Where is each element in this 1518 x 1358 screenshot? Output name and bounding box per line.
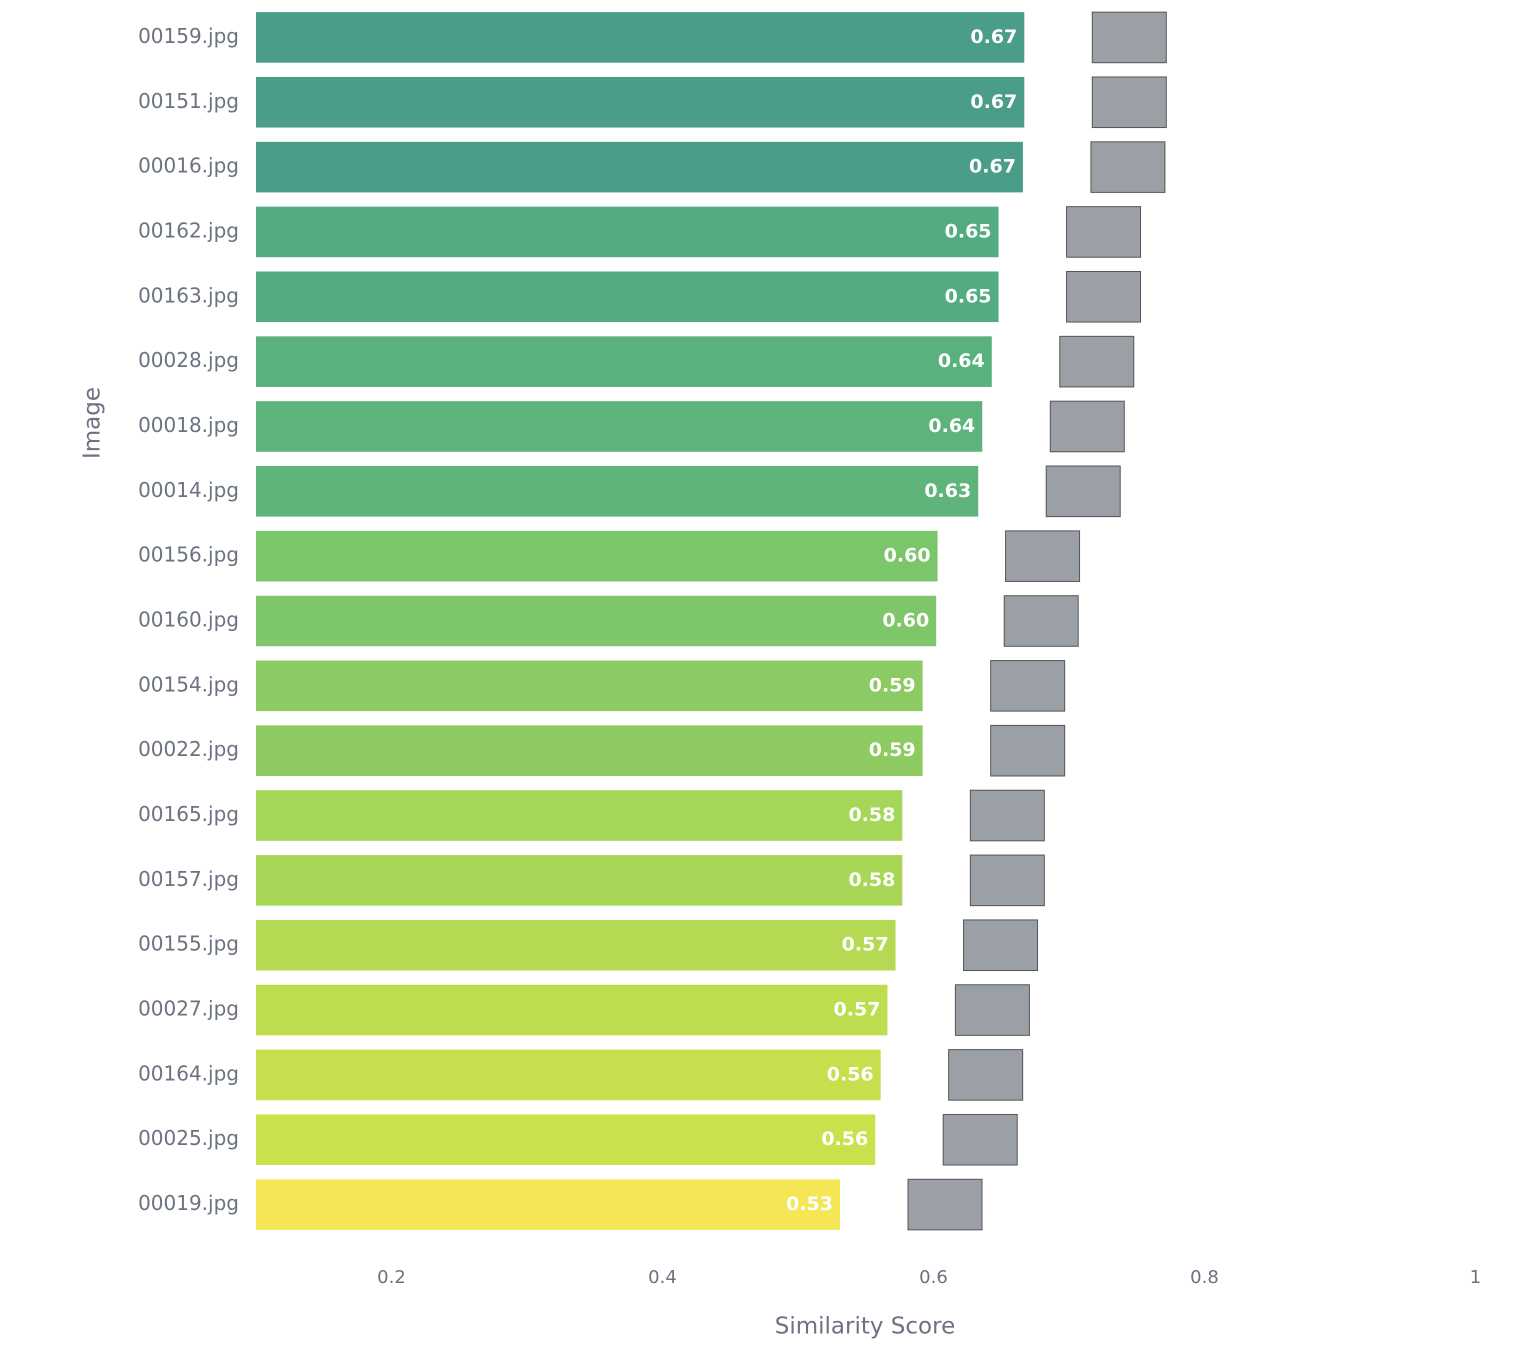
bar <box>256 401 983 452</box>
y-tick-label: 00154.jpg <box>138 672 239 696</box>
y-tick-label: 00028.jpg <box>138 348 239 372</box>
value-label: 0.56 <box>821 1128 868 1150</box>
x-tick-label: 1 <box>1470 1267 1481 1288</box>
thumbnail <box>1045 465 1121 518</box>
x-tick-label: 0.2 <box>377 1267 406 1288</box>
y-tick-label: 00018.jpg <box>138 413 239 437</box>
bar <box>256 919 896 971</box>
value-label: 0.67 <box>970 26 1017 48</box>
value-label: 0.58 <box>848 869 895 891</box>
thumbnail <box>1066 206 1142 258</box>
y-tick-label: 00163.jpg <box>138 283 239 307</box>
value-label: 0.67 <box>969 156 1016 178</box>
y-tick-label: 00157.jpg <box>138 867 239 891</box>
value-label: 0.59 <box>869 739 916 761</box>
thumbnail <box>907 1178 983 1231</box>
y-tick-label: 00164.jpg <box>138 1061 239 1085</box>
y-tick-label: 00019.jpg <box>138 1191 239 1215</box>
x-tick-label: 0.6 <box>919 1267 948 1288</box>
value-label: 0.57 <box>842 934 889 956</box>
x-tick-label: 0.8 <box>1190 1267 1219 1288</box>
y-tick-label: 00151.jpg <box>138 89 239 113</box>
bar <box>256 271 999 323</box>
thumbnail <box>1049 400 1125 453</box>
y-tick-label: 00155.jpg <box>138 932 239 956</box>
bar <box>256 76 1025 128</box>
bar <box>256 790 903 841</box>
thumbnail <box>948 1049 1024 1101</box>
y-tick-label: 00027.jpg <box>138 997 239 1021</box>
thumbnail <box>1091 76 1167 129</box>
thumbnail <box>1005 530 1081 582</box>
value-label: 0.64 <box>938 350 985 372</box>
bar <box>256 595 937 647</box>
x-tick-label: 0.4 <box>648 1267 677 1288</box>
bar <box>256 1049 881 1101</box>
value-label: 0.58 <box>848 804 895 826</box>
bar <box>256 1114 876 1166</box>
thumbnail <box>990 724 1066 777</box>
thumbnail <box>1066 271 1142 323</box>
value-label: 0.59 <box>869 674 916 696</box>
value-label: 0.60 <box>882 610 929 632</box>
y-tick-label: 00025.jpg <box>138 1126 239 1150</box>
x-axis-title: Similarity Score <box>775 1314 955 1340</box>
y-tick-label: 00165.jpg <box>138 802 239 826</box>
value-label: 0.65 <box>945 220 992 242</box>
thumbnail <box>969 789 1045 842</box>
thumbnail <box>1059 335 1135 388</box>
value-label: 0.57 <box>834 999 881 1021</box>
bar <box>256 141 1023 193</box>
thumbnail <box>954 984 1030 1036</box>
bar <box>256 660 923 712</box>
value-label: 0.56 <box>827 1063 874 1085</box>
y-tick-label: 00022.jpg <box>138 737 239 761</box>
value-label: 0.53 <box>786 1193 833 1215</box>
bar <box>256 206 999 258</box>
bar <box>256 466 979 517</box>
bar <box>256 1179 841 1230</box>
bar <box>256 984 888 1036</box>
bar <box>256 725 923 776</box>
thumbnail <box>990 660 1066 712</box>
y-axis-title: Image <box>80 387 106 459</box>
value-label: 0.60 <box>884 545 931 567</box>
value-label: 0.63 <box>924 480 971 502</box>
bar <box>256 530 938 582</box>
y-tick-label: 00014.jpg <box>138 478 239 502</box>
value-label: 0.67 <box>970 91 1017 113</box>
thumbnail <box>1091 11 1167 64</box>
thumbnail <box>969 854 1045 907</box>
y-tick-label: 00016.jpg <box>138 154 239 178</box>
y-tick-label: 00156.jpg <box>138 543 239 567</box>
bar <box>256 855 903 906</box>
y-tick-label: 00159.jpg <box>138 24 239 48</box>
value-label: 0.64 <box>928 415 975 437</box>
y-tick-label: 00162.jpg <box>138 218 239 242</box>
thumbnail <box>942 1113 1018 1166</box>
value-label: 0.65 <box>945 285 992 307</box>
thumbnail <box>963 919 1039 971</box>
bar <box>256 12 1025 63</box>
y-tick-label: 00160.jpg <box>138 608 239 632</box>
thumbnail <box>1090 141 1166 193</box>
thumbnail <box>1003 595 1079 647</box>
bar <box>256 336 992 387</box>
